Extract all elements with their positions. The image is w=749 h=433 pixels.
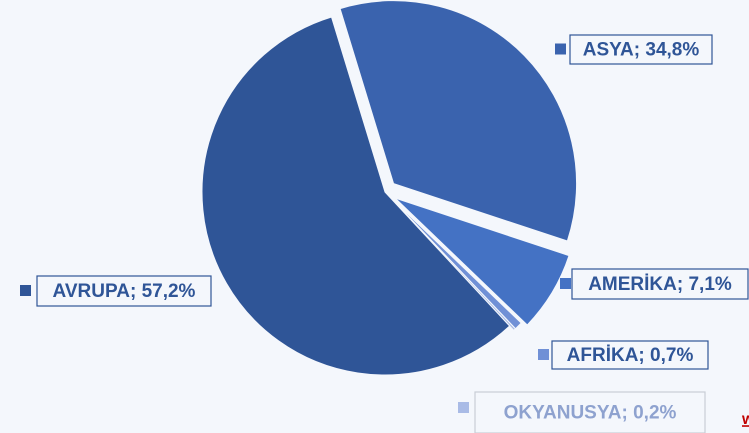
separator: ; bbox=[677, 274, 689, 295]
value-label: 0,7% bbox=[650, 345, 693, 366]
footer-link: w bbox=[741, 411, 749, 428]
label-box bbox=[474, 391, 706, 433]
category-name: AVRUPA bbox=[53, 281, 131, 302]
pie-slice bbox=[201, 16, 511, 376]
legend-swatch bbox=[20, 285, 31, 296]
pie-slice bbox=[394, 197, 570, 326]
legend-swatch bbox=[555, 43, 566, 55]
data-label: ASYA; 34,8% bbox=[583, 40, 700, 61]
label-box bbox=[36, 275, 212, 307]
separator: ; bbox=[634, 40, 646, 61]
category-name: ASYA bbox=[583, 40, 634, 61]
pie-slice bbox=[339, 0, 578, 242]
legend-swatch bbox=[560, 278, 571, 289]
label-box bbox=[551, 340, 709, 370]
data-label: AVRUPA; 57,2% bbox=[53, 281, 196, 302]
legend-swatch bbox=[458, 402, 469, 413]
category-name: OKYANUSYA bbox=[504, 403, 622, 424]
category-name: AMERİKA bbox=[588, 274, 677, 295]
value-label: 57,2% bbox=[142, 281, 196, 302]
legend-swatch bbox=[538, 349, 549, 360]
data-label: AMERİKA; 7,1% bbox=[588, 274, 732, 295]
label-box bbox=[569, 34, 713, 65]
separator: ; bbox=[638, 345, 650, 366]
value-label: 34,8% bbox=[645, 40, 699, 61]
value-label: 0,2% bbox=[633, 403, 676, 424]
value-label: 7,1% bbox=[688, 274, 731, 295]
data-label: AFRİKA; 0,7% bbox=[567, 345, 694, 366]
label-box bbox=[571, 268, 749, 300]
category-name: AFRİKA bbox=[567, 345, 639, 366]
separator: ; bbox=[622, 403, 634, 424]
data-label: OKYANUSYA; 0,2% bbox=[504, 403, 677, 424]
separator: ; bbox=[130, 281, 142, 302]
